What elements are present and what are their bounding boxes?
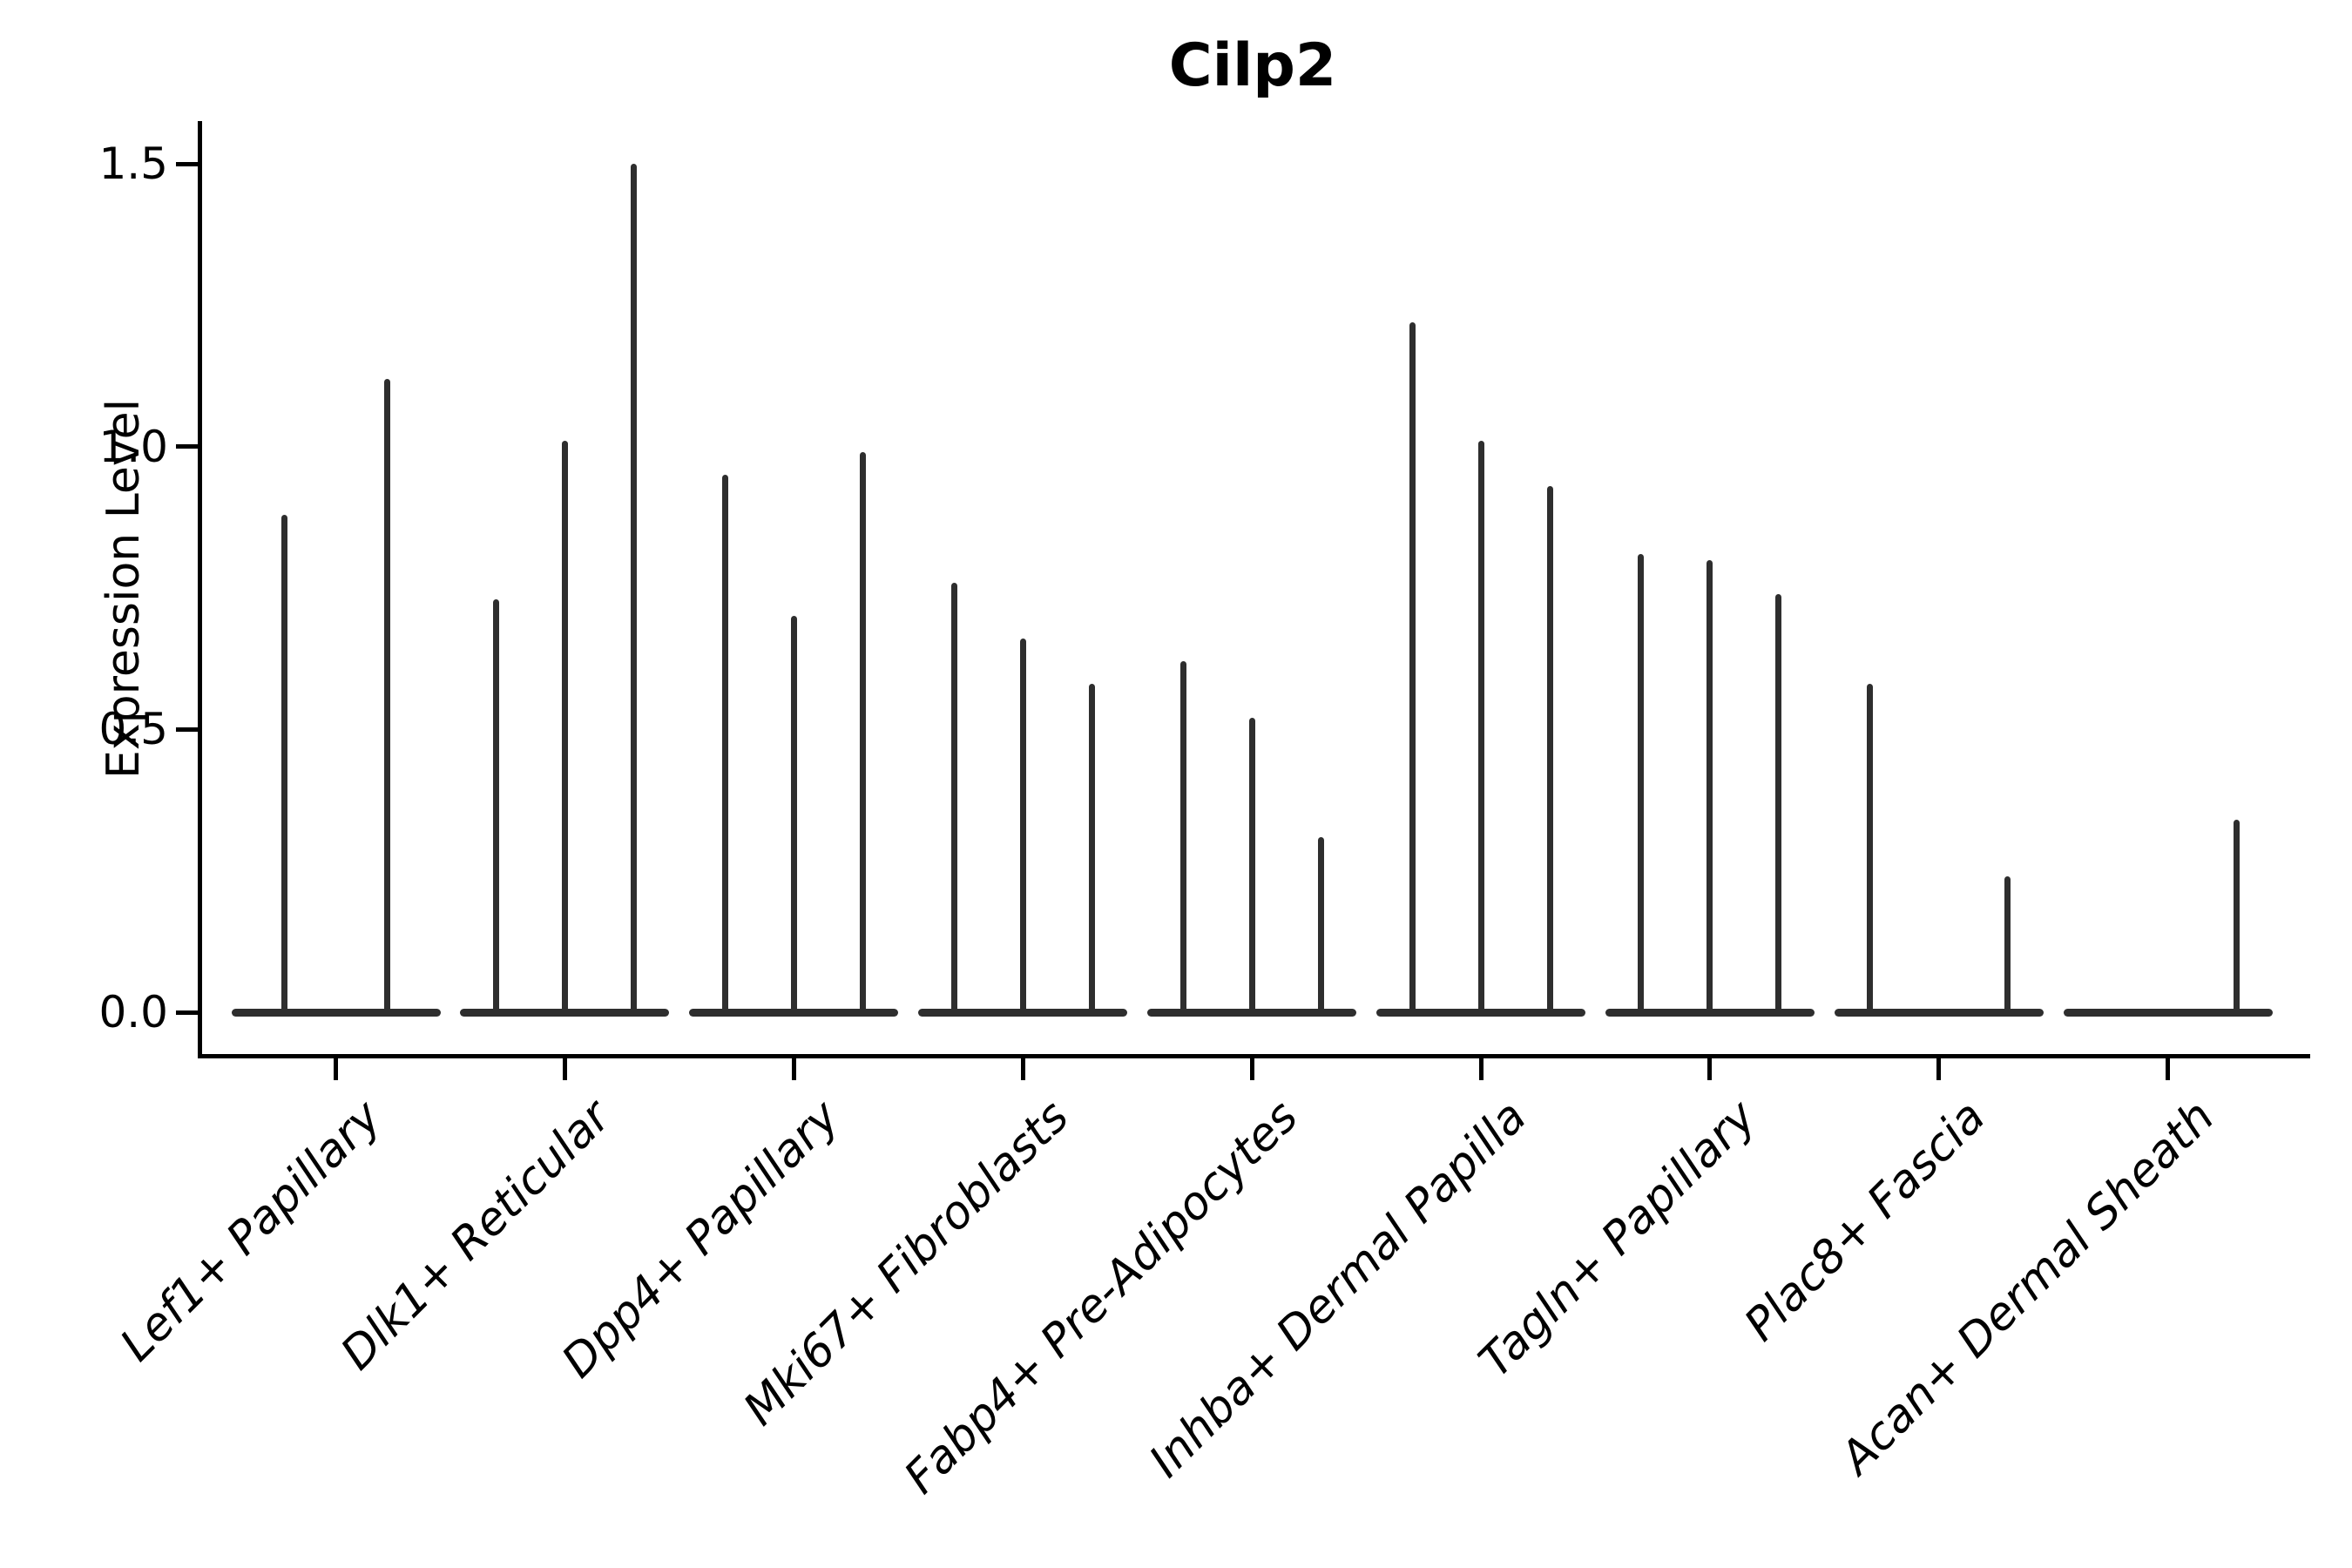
violin-spike xyxy=(1775,593,1782,1015)
violin-spike xyxy=(721,475,728,1015)
violin-spike xyxy=(2234,820,2240,1015)
violin-spike xyxy=(384,378,390,1015)
violin-baseline xyxy=(231,1008,441,1017)
violin-spike xyxy=(561,441,568,1015)
y-tick-label: 0.0 xyxy=(98,987,168,1037)
x-tick-mark xyxy=(1936,1058,1942,1080)
violin-baseline xyxy=(2063,1008,2273,1017)
x-tick-mark xyxy=(1249,1058,1254,1080)
y-tick-mark xyxy=(176,1010,198,1015)
x-tick-label: Inhba+ Dermal Papilla xyxy=(1139,1091,1538,1488)
y-tick-label: 1.5 xyxy=(98,139,168,190)
x-tick-mark xyxy=(1707,1058,1713,1080)
x-axis-spine xyxy=(198,1054,2310,1058)
y-tick-mark xyxy=(176,161,198,166)
x-tick-mark xyxy=(1020,1058,1025,1080)
violin-spike xyxy=(630,164,637,1015)
violin-spike xyxy=(1317,836,1324,1015)
violin-spike xyxy=(1409,321,1416,1015)
y-axis-spine xyxy=(198,121,202,1058)
x-tick-mark xyxy=(562,1058,567,1080)
x-tick-label: Fabp4+ Pre-Adipocytes xyxy=(894,1091,1308,1504)
y-tick-label: 1.0 xyxy=(98,421,168,472)
violin-spike xyxy=(859,452,866,1015)
y-tick-mark xyxy=(176,727,198,732)
y-tick-mark xyxy=(176,444,198,449)
violin-spike xyxy=(1088,684,1095,1015)
chart-title: Cilp2 xyxy=(1168,31,1337,100)
violin-spike xyxy=(1179,661,1186,1015)
x-tick-mark xyxy=(1478,1058,1484,1080)
x-tick-mark xyxy=(791,1058,796,1080)
violin-spike xyxy=(1248,718,1255,1015)
violin-spike xyxy=(950,582,957,1015)
violin-spike xyxy=(1477,441,1484,1015)
violin-spike xyxy=(281,514,287,1015)
violin-spike xyxy=(1019,639,1026,1015)
violin-spike xyxy=(1707,559,1713,1015)
y-axis-label: Expression Level xyxy=(98,398,150,780)
violin-spike xyxy=(790,616,797,1015)
violin-spike xyxy=(1638,554,1645,1015)
x-tick-label: Plac8+ Fascia xyxy=(1734,1091,1996,1352)
x-tick-label: Acan+ Dermal Sheath xyxy=(1830,1091,2225,1484)
violin-spike xyxy=(1867,684,1874,1015)
y-tick-label: 0.5 xyxy=(98,704,168,755)
x-tick-mark xyxy=(334,1058,338,1080)
x-tick-mark xyxy=(2166,1058,2171,1080)
violin-spike xyxy=(2004,876,2011,1015)
violin-baseline xyxy=(1834,1008,2044,1017)
violin-spike xyxy=(492,599,499,1015)
violin-spike xyxy=(1546,486,1553,1015)
